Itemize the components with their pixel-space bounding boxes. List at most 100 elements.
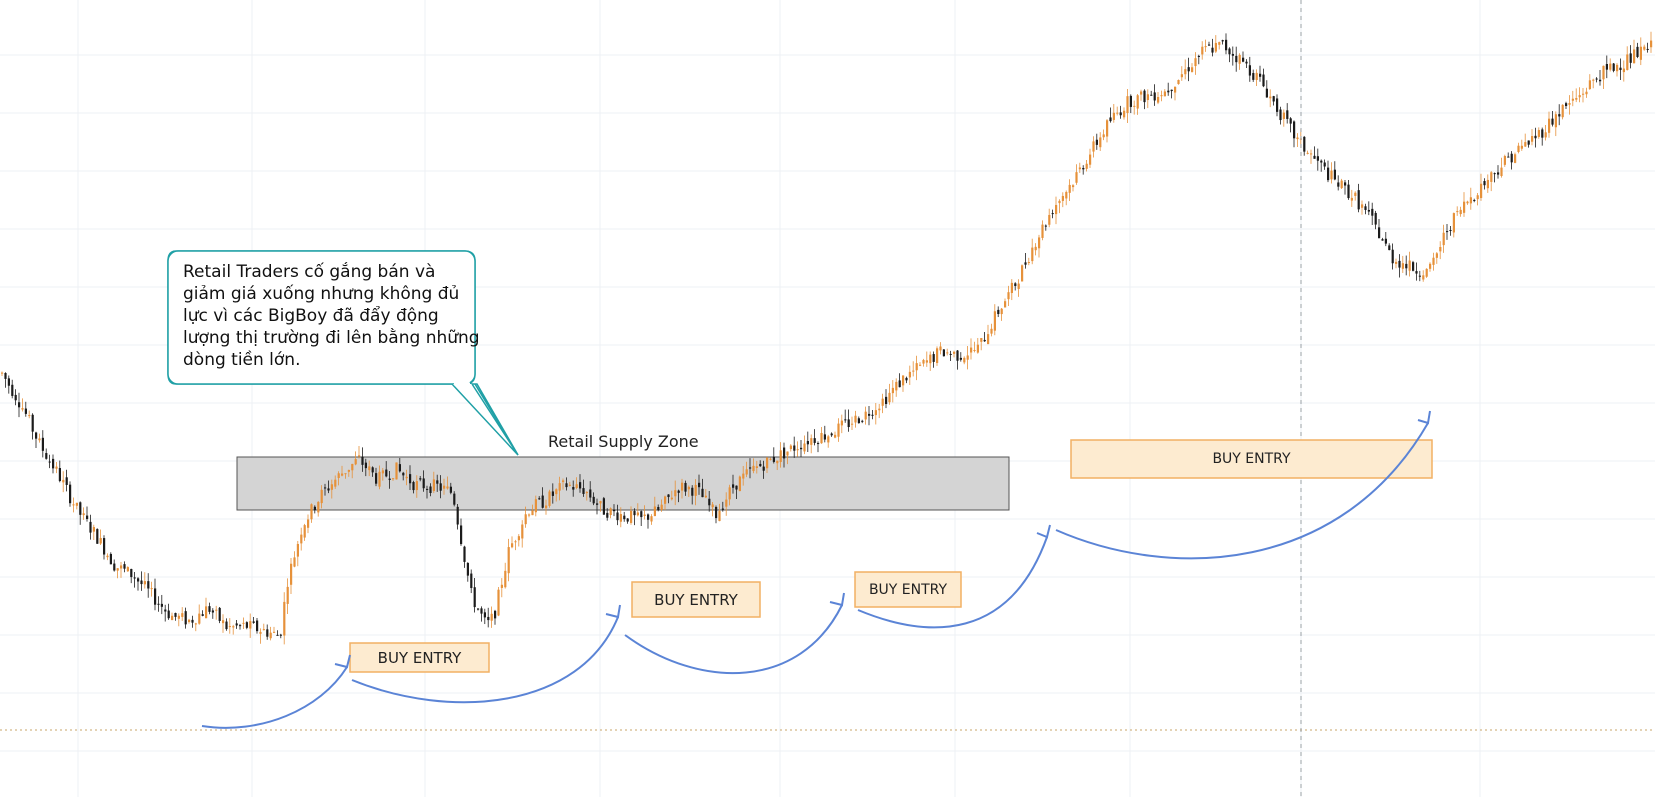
candle-bull — [1269, 96, 1272, 99]
candle-bear — [677, 490, 680, 493]
candle-bull — [497, 589, 500, 616]
candle-bull — [687, 486, 690, 490]
candle-bull — [1177, 79, 1180, 85]
candle-bull — [1102, 134, 1105, 138]
candle-bear — [402, 472, 405, 476]
candle-bear — [1483, 181, 1486, 186]
candle-bull — [443, 485, 446, 489]
candle-bear — [324, 487, 327, 489]
candle-bull — [1480, 183, 1483, 199]
candle-bull — [1466, 201, 1469, 204]
candle-bull — [150, 588, 153, 590]
candle-bear — [18, 402, 21, 408]
candle-bull — [946, 352, 949, 354]
candle-bear — [225, 621, 228, 630]
candle-bull — [568, 484, 571, 486]
candle-bull — [752, 465, 755, 472]
candle-bull — [1361, 204, 1364, 208]
candle-bull — [92, 527, 95, 532]
candle-bull — [75, 502, 78, 506]
candle-bull — [1554, 114, 1557, 128]
candle-bull — [205, 606, 208, 619]
candle-bull — [939, 346, 942, 351]
candle-bear — [1367, 209, 1370, 212]
candle-bull — [599, 501, 602, 504]
candle-bear — [276, 634, 279, 636]
candle-bear — [160, 603, 163, 607]
candle-bear — [422, 478, 425, 489]
candle-bull — [779, 450, 782, 463]
candle-bull — [344, 473, 347, 475]
candle-bear — [154, 588, 157, 605]
candle-bull — [293, 557, 296, 567]
candle-bear — [398, 464, 401, 472]
candle-bull — [286, 586, 289, 604]
candle-bear — [956, 350, 959, 361]
candle-bear — [667, 494, 670, 498]
candle-bear — [14, 394, 17, 401]
candle-bear — [1119, 112, 1122, 116]
candle-bull — [1194, 58, 1197, 67]
candle-bear — [133, 577, 136, 579]
candle-bull — [177, 615, 180, 619]
candle-bull — [262, 629, 265, 631]
candle-bear — [371, 467, 374, 473]
candle-bear — [1235, 55, 1238, 63]
candle-bear — [732, 484, 735, 488]
candle-bull — [1422, 275, 1425, 280]
candle-bull — [664, 496, 667, 504]
candle-bear — [456, 506, 459, 525]
candle-bear — [885, 396, 888, 405]
candle-bull — [1330, 170, 1333, 180]
candle-bear — [1024, 262, 1027, 265]
candle-bull — [1075, 172, 1078, 183]
candle-bull — [1514, 154, 1517, 163]
candle-bear — [1374, 212, 1377, 225]
candle-bull — [970, 347, 973, 353]
candle-bull — [1031, 247, 1034, 262]
candle-bear — [1527, 140, 1530, 145]
candle-bull — [1524, 142, 1527, 147]
candle-bear — [419, 478, 422, 480]
candle-bear — [96, 529, 99, 544]
candle-bear — [1507, 156, 1510, 158]
candle-bear — [1473, 200, 1476, 202]
candle-bull — [1435, 253, 1438, 258]
candle-bull — [500, 584, 503, 588]
candle-bear — [69, 484, 72, 504]
candle-bear — [942, 349, 945, 357]
candle-bear — [167, 610, 170, 619]
candle-bull — [902, 375, 905, 386]
candle-bull — [912, 370, 915, 372]
candle-bull — [259, 631, 262, 634]
candle-bear — [1541, 129, 1544, 138]
candle-bear — [735, 485, 738, 490]
candle-bull — [1218, 42, 1221, 45]
candle-bull — [1306, 152, 1309, 154]
candle-bull — [1643, 46, 1646, 50]
candle-bear — [847, 419, 850, 428]
buy-entry-box-1 — [349, 642, 490, 673]
candle-bear — [327, 488, 330, 491]
candle-bear — [361, 456, 364, 465]
candle-bull — [1452, 213, 1455, 233]
candle-bear — [806, 441, 809, 445]
candle-bear — [606, 512, 609, 518]
candle-bull — [555, 489, 558, 495]
candle-bull — [1055, 204, 1058, 215]
candle-bull — [228, 626, 231, 628]
candle-bear — [572, 487, 575, 490]
candle-bear — [1347, 184, 1350, 199]
candle-bull — [840, 420, 843, 426]
callout-pointer — [451, 383, 519, 456]
candle-bear — [551, 491, 554, 496]
candle-bear — [1248, 65, 1251, 76]
candle-bull — [1174, 86, 1177, 93]
candle-bull — [1140, 91, 1143, 95]
candle-bull — [269, 632, 272, 639]
candle-bear — [218, 607, 221, 621]
candle-bear — [1391, 249, 1394, 264]
candle-bull — [126, 567, 129, 572]
candle-bull — [1157, 96, 1160, 103]
candle-bull — [296, 543, 299, 557]
